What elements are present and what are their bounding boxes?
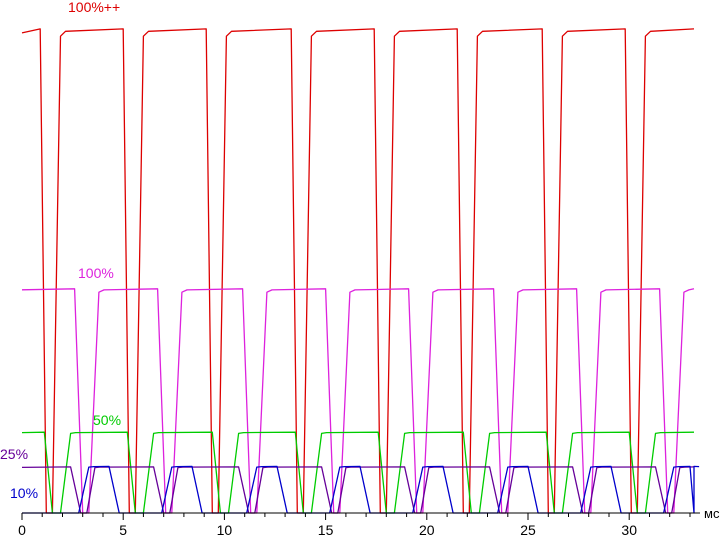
x-tick-label: 0 — [18, 522, 26, 538]
x-tick-label: 15 — [318, 522, 334, 538]
series-label-5: 10% — [10, 485, 38, 501]
series-lines — [21, 28, 700, 514]
x-axis-unit-label: мс — [704, 506, 720, 521]
x-tick-label: 10 — [217, 522, 233, 538]
series-label-4: 25% — [0, 446, 28, 462]
series-label-1: 100%++ — [68, 0, 120, 15]
series-label-3: 50% — [93, 412, 121, 428]
series-label-2: 100% — [78, 265, 114, 281]
series-line-2 — [21, 288, 695, 514]
x-tick-label: 25 — [520, 522, 536, 538]
series-line-5 — [22, 465, 700, 514]
series-line-3 — [21, 431, 695, 514]
series-line-4 — [21, 466, 695, 514]
x-tick-label: 5 — [119, 522, 127, 538]
x-tick-label: 20 — [419, 522, 435, 538]
x-ticks: 0 5 10 15 20 25 30 — [18, 513, 691, 538]
x-tick-label: 30 — [621, 522, 637, 538]
x-axis: 0 5 10 15 20 25 30 мс — [18, 506, 720, 538]
series-line-1 — [21, 28, 695, 514]
series-labels: 100%++ 100% 50% 25% 10% — [0, 0, 121, 501]
